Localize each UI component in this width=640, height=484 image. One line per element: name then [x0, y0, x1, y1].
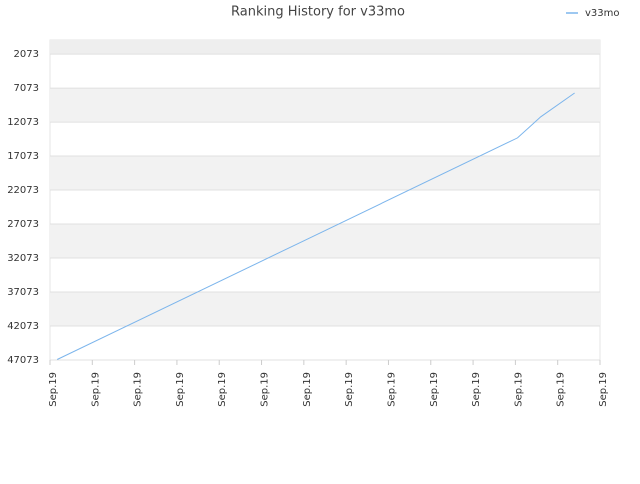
y-tick-label: 32073 [7, 253, 39, 264]
grid-band [50, 40, 600, 55]
x-tick-label: Sep.19 [260, 372, 271, 407]
x-tick-label: Sep.19 [133, 372, 144, 407]
y-tick-label: 42073 [7, 321, 39, 332]
grid-band [50, 156, 600, 191]
x-tick-label: Sep.19 [513, 372, 524, 407]
x-tick-label: Sep.19 [598, 372, 609, 407]
x-tick-label: Sep.19 [429, 372, 440, 407]
grid-band [50, 88, 600, 123]
chart-title: Ranking History for v33mo [231, 5, 405, 20]
legend-label: v33mo [585, 8, 620, 19]
grid-band [50, 224, 600, 259]
y-tick-label: 27073 [7, 219, 39, 230]
x-tick-label: Sep.19 [556, 372, 567, 407]
x-tick-label: Sep.19 [471, 372, 482, 407]
grid-band [50, 292, 600, 327]
x-tick-label: Sep.19 [175, 372, 186, 407]
y-tick-label: 2073 [14, 49, 39, 60]
y-tick-label: 12073 [7, 117, 39, 128]
y-tick-label: 22073 [7, 185, 39, 196]
x-tick-label: Sep.19 [344, 372, 355, 407]
x-tick-label: Sep.19 [386, 372, 397, 407]
x-tick-label: Sep.19 [302, 372, 313, 407]
x-tick-label: Sep.19 [48, 372, 59, 407]
series-line [56, 92, 575, 360]
y-tick-label: 7073 [14, 83, 39, 94]
x-tick-label: Sep.19 [90, 372, 101, 407]
y-tick-label: 37073 [7, 287, 39, 298]
y-tick-label: 47073 [7, 355, 39, 366]
x-tick-label: Sep.19 [217, 372, 228, 407]
y-tick-label: 17073 [7, 151, 39, 162]
